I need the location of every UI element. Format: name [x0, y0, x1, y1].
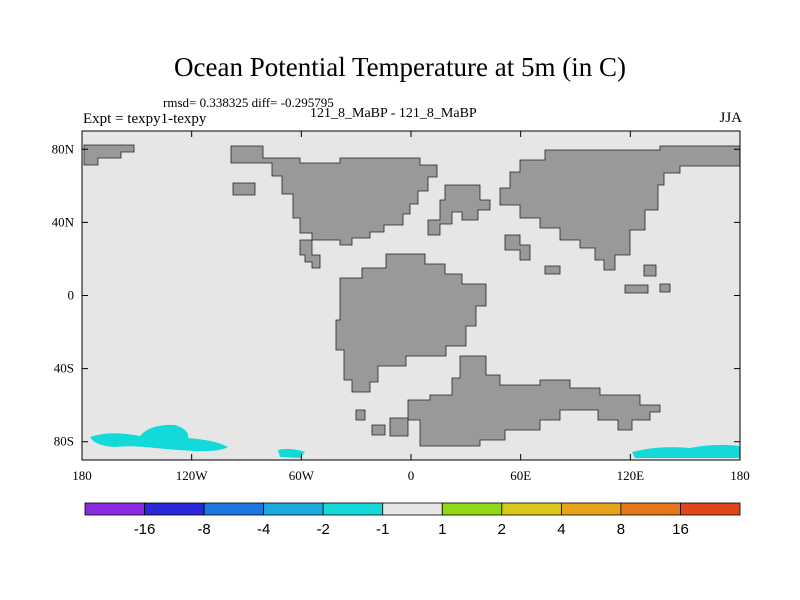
colorbar: -16 -8 -4 -2 -1 1 2 4 8 16: [84, 502, 741, 538]
y-tick-label: 80N: [52, 141, 75, 156]
season-label: JJA: [719, 110, 742, 126]
land-layer: [83, 144, 741, 447]
x-tick-label: 120W: [176, 468, 209, 483]
landmass-island-nw: [83, 144, 135, 166]
colorbar-label: -16: [134, 521, 156, 538]
y-tick-label: 40S: [54, 361, 74, 376]
landmass-north-america: [230, 145, 438, 246]
landmass-greenland-west: [232, 182, 256, 196]
colorbar-swatch: [501, 502, 562, 516]
colorbar-swatch: [382, 502, 443, 516]
colorbar-swatch: [203, 502, 265, 516]
colorbar-label: -4: [257, 521, 270, 538]
y-tick-label: 80S: [54, 434, 74, 449]
landmass-southern-continent: [407, 355, 661, 447]
x-tick-label: 180: [730, 468, 750, 483]
x-tick-label: 180: [72, 468, 92, 483]
cool-patch-south-mid: [278, 448, 305, 458]
y-tick-label: 40N: [52, 214, 75, 229]
landmass-south-islet: [355, 409, 409, 437]
colorbar-label: -1: [376, 521, 389, 538]
landmass-south-america: [335, 253, 487, 393]
colorbar-label: 1: [438, 521, 446, 538]
y-tick-label: 0: [68, 288, 75, 303]
x-tick-label: 120E: [617, 468, 645, 483]
map-title: Ocean Potential Temperature at 5m (in C): [174, 52, 626, 82]
colorbar-swatch: [84, 502, 145, 516]
x-tick-label: 60E: [510, 468, 531, 483]
x-axis: 180 120W 60W 0 60E 120E 180: [72, 131, 750, 483]
anomaly-patches: [90, 424, 740, 458]
colorbar-swatch: [144, 502, 205, 516]
landmass-central-america: [299, 239, 321, 269]
colorbar-label: 8: [617, 521, 625, 538]
colorbar-swatch: [322, 502, 384, 516]
cool-patch-south-east: [632, 444, 740, 458]
cool-patch-south-west: [90, 424, 228, 452]
colorbar-swatch: [680, 502, 741, 516]
landmass-europe: [427, 184, 491, 236]
landmass-africa: [504, 234, 531, 261]
runs-label: 121_8_MaBP - 121_8_MaBP: [310, 106, 477, 121]
colorbar-label: -2: [317, 521, 330, 538]
colorbar-label: 2: [498, 521, 506, 538]
colorbar-swatch: [620, 502, 681, 516]
y-axis: 80N 40N 0 40S 80S: [52, 141, 740, 449]
colorbar-swatch: [263, 502, 324, 516]
colorbar-swatch: [441, 502, 503, 516]
x-tick-label: 0: [408, 468, 415, 483]
colorbar-label: 16: [672, 521, 689, 538]
colorbar-label: -8: [197, 521, 210, 538]
colorbar-swatch: [560, 502, 622, 516]
landmass-islands-se: [544, 264, 671, 294]
colorbar-label: 4: [557, 521, 565, 538]
experiment-label: Expt = texpy1-texpy: [83, 111, 207, 127]
stats-line: rmsd= 0.338325 diff= -0.295795: [163, 95, 334, 110]
x-tick-label: 60W: [289, 468, 315, 483]
